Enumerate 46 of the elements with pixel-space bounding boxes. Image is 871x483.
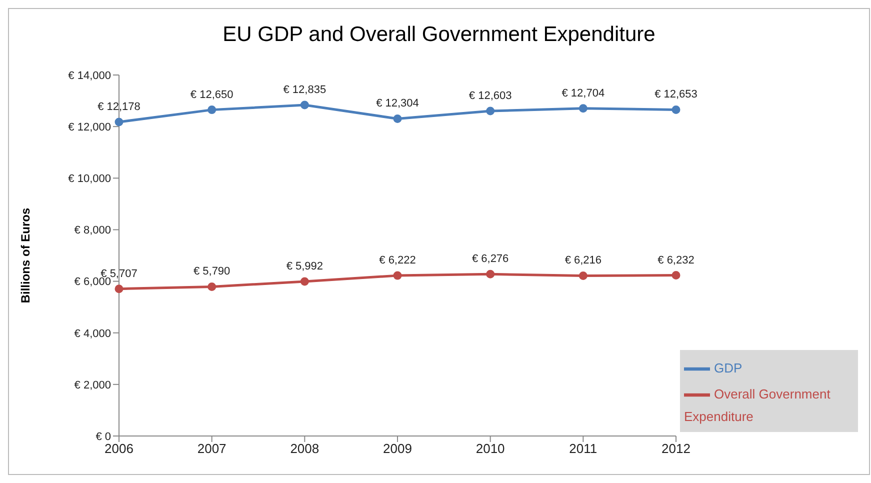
x-tick-label: 2010 bbox=[476, 441, 505, 456]
data-label: € 6,216 bbox=[564, 254, 602, 267]
data-label: € 12,704 bbox=[562, 87, 605, 100]
data-label: € 5,992 bbox=[286, 260, 324, 272]
data-label: € 6,222 bbox=[379, 254, 416, 267]
x-tick-label: 2008 bbox=[290, 441, 320, 456]
x-tick-label: 2011 bbox=[569, 441, 598, 456]
point bbox=[672, 105, 680, 114]
data-label: € 12,835 bbox=[283, 84, 326, 96]
legend-label: Overall Government Expenditure bbox=[684, 386, 830, 424]
y-tick-label: € 10,000 bbox=[68, 173, 111, 186]
y-tick-label: € 6,000 bbox=[74, 276, 111, 288]
point bbox=[300, 277, 309, 286]
y-tick-label: € 4,000 bbox=[74, 328, 111, 340]
point bbox=[393, 271, 402, 280]
point bbox=[300, 100, 309, 110]
point bbox=[486, 106, 495, 116]
data-label: € 5,790 bbox=[193, 266, 230, 278]
y-tick-label: € 14,000 bbox=[68, 70, 111, 82]
y-tick-label: € 2,000 bbox=[74, 379, 111, 392]
y-axis-title: Billions of Euros bbox=[18, 208, 32, 304]
data-label: € 12,653 bbox=[654, 88, 698, 101]
data-label: € 6,232 bbox=[658, 254, 694, 266]
y-tick-label: € 12,000 bbox=[68, 121, 111, 134]
y-tick-label: € 8,000 bbox=[74, 224, 111, 237]
point bbox=[486, 270, 495, 278]
data-label: € 12,178 bbox=[98, 100, 140, 113]
point bbox=[114, 118, 124, 126]
x-tick-label: 2012 bbox=[662, 441, 690, 456]
data-label: € 6,276 bbox=[472, 253, 509, 266]
data-label: € 12,650 bbox=[190, 88, 234, 101]
point bbox=[208, 106, 216, 114]
x-tick-label: 2006 bbox=[104, 441, 134, 456]
point bbox=[114, 284, 124, 294]
data-label: € 12,304 bbox=[376, 98, 419, 110]
x-tick-label: 2009 bbox=[383, 441, 412, 456]
point bbox=[672, 271, 680, 280]
chart-title: EU GDP and Overall Government Expenditure bbox=[222, 23, 656, 48]
legend-label: GDP bbox=[714, 360, 742, 376]
data-label: € 12,603 bbox=[468, 90, 512, 102]
x-tick-label: 2007 bbox=[197, 441, 226, 456]
point bbox=[393, 114, 402, 123]
point bbox=[578, 104, 588, 113]
point bbox=[578, 271, 588, 280]
y-tick-label: € 0 bbox=[96, 430, 111, 443]
point bbox=[208, 282, 216, 291]
